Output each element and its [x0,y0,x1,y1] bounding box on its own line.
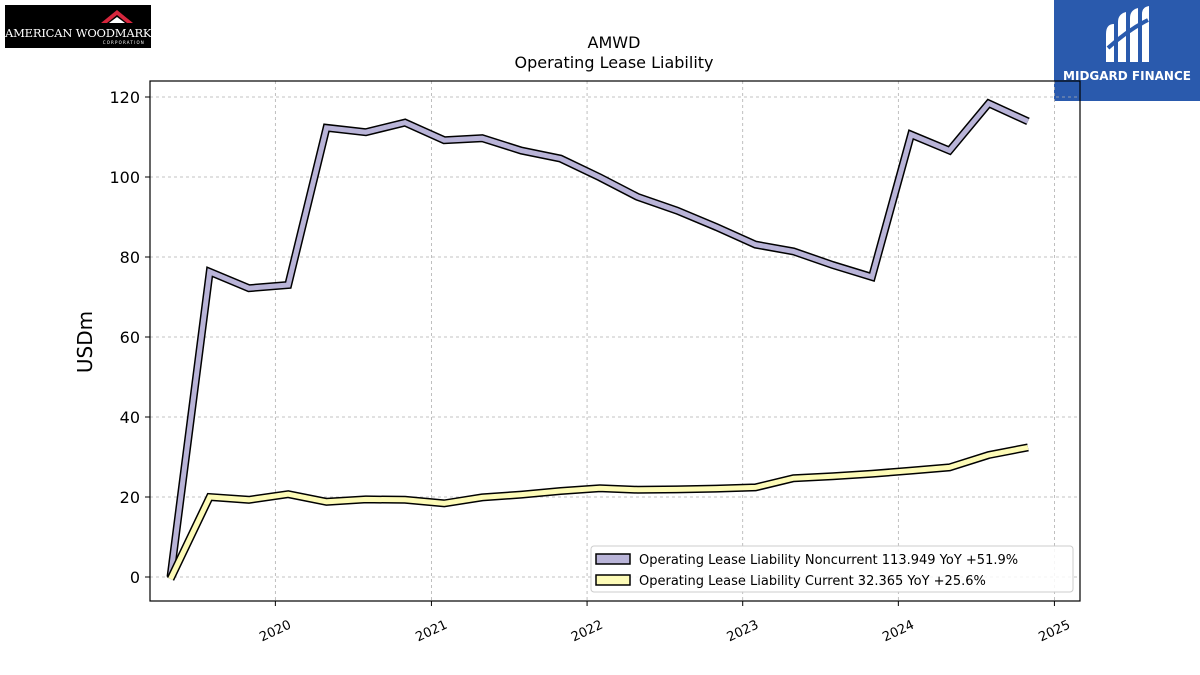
y-tick-label: 100 [109,168,140,187]
midgard-finance-logo: MIDGARD FINANCE [1054,0,1200,101]
y-tick-label: 0 [130,568,140,587]
grid [150,81,1080,601]
roof-mark-icon [101,10,133,23]
american-woodmark-logo-text: AMERICAN WOODMARK [5,26,152,40]
x-tick-label: 2024 [880,618,916,646]
legend-entry: Operating Lease Liability Current 32.365… [639,574,986,589]
series-line [168,444,1029,581]
chart-subtitle: Operating Lease Liability [514,53,713,72]
series-2 [166,443,1029,581]
y-tick-label: 60 [120,328,140,347]
x-tick-label: 2025 [1036,618,1072,646]
x-tick-label: 2021 [413,618,449,646]
y-tick-label: 80 [120,248,140,267]
y-axis-label: USDm [73,311,97,373]
series-line [168,100,1030,578]
x-tick-label: 2022 [569,618,605,646]
plot-frame [149,80,1081,602]
x-tick-label: 2020 [257,618,293,646]
american-woodmark-logo-subtext: CORPORATION [102,40,145,45]
legend-box [590,545,1074,593]
legend-swatch [595,574,631,586]
y-tick-label: 40 [120,408,140,427]
y-tick-label: 120 [109,88,140,107]
legend-entry: Operating Lease Liability Noncurrent 113… [639,553,1018,568]
y-tick-label: 20 [120,488,140,507]
axes: 0 20 40 60 80 100 120 2020 2021 2022 2023 2024 2025 [109,88,1072,645]
x-tick-label: 2023 [725,618,761,646]
midgard-finance-logo-text: MIDGARD FINANCE [1063,69,1191,83]
series-layer [166,98,1030,581]
legend-swatch [595,553,631,565]
legend: Operating Lease Liability Noncurrent 113… [590,545,1074,593]
series-1 [166,98,1030,578]
midgard-m-icon [1106,6,1149,62]
american-woodmark-logo: AMERICAN WOODMARK CORPORATION [5,5,152,48]
chart-title: AMWD [588,33,641,52]
